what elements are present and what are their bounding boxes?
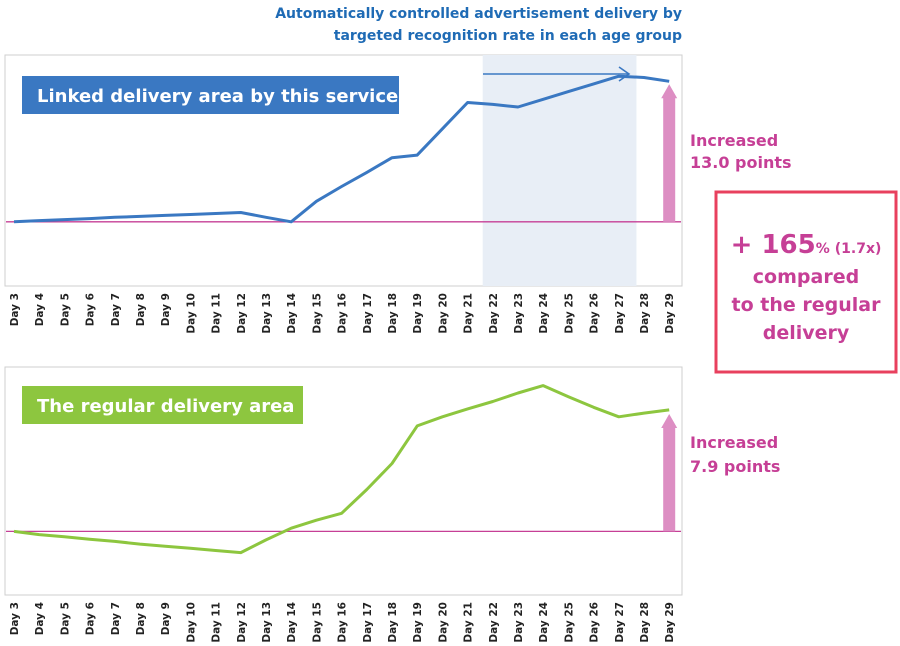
- x-tick-label: Day 20: [437, 602, 449, 643]
- comparison-line-4: delivery: [763, 322, 850, 344]
- x-tick-label: Day 16: [337, 602, 349, 643]
- chart-title: The regular delivery area: [37, 396, 294, 417]
- x-tick-label: Day 19: [412, 602, 424, 643]
- chart-title-badge: [22, 76, 399, 114]
- x-tick-label: Day 29: [664, 293, 676, 334]
- x-tick-label: Day 5: [59, 602, 71, 635]
- x-tick-label: Day 21: [463, 293, 475, 334]
- regular-delivery-chart: The regular delivery area Increased 7.9 …: [4, 366, 780, 643]
- increase-label: Increased: [690, 131, 778, 150]
- x-tick-label: Day 24: [538, 602, 550, 643]
- x-tick-label: Day 12: [236, 602, 248, 643]
- x-tick-label: Day 4: [34, 293, 46, 326]
- x-tick-label: Day 15: [311, 602, 323, 643]
- x-tick-label: Day 28: [639, 602, 651, 643]
- increase-label: Increased: [690, 433, 778, 452]
- x-tick-label: Day 28: [639, 293, 651, 334]
- x-tick-label: Day 27: [614, 602, 626, 643]
- x-tick-label: Day 12: [236, 293, 248, 334]
- x-tick-label: Day 22: [488, 602, 500, 643]
- x-tick-label: Day 15: [311, 293, 323, 334]
- series-line: [13, 384, 670, 555]
- x-tick-label: Day 14: [286, 293, 298, 334]
- x-tick-label: Day 9: [160, 293, 172, 326]
- increase-value: 13.0 points: [690, 153, 792, 172]
- x-tick-label: Day 24: [538, 293, 550, 334]
- comparison-box: + 165% (1.7x) compared to the regular del…: [714, 190, 898, 374]
- comparison-border: [714, 190, 898, 374]
- x-tick-label: Day 5: [59, 293, 71, 326]
- highlight-period: [482, 55, 637, 286]
- comparison-ratio: (1.7x): [835, 241, 882, 257]
- x-tick-label: Day 23: [513, 602, 525, 643]
- comparison-unit: %: [816, 241, 830, 257]
- x-tick-label: Day 23: [513, 293, 525, 334]
- increase-arrow: [661, 84, 678, 222]
- x-tick-label: Day 10: [185, 602, 197, 643]
- x-tick-label: Day 27: [614, 293, 626, 334]
- header-line-1: Automatically controlled advertisement d…: [275, 6, 682, 22]
- x-tick-label: Day 20: [437, 293, 449, 334]
- linked-delivery-chart: Linked delivery area by this service Inc…: [4, 54, 792, 334]
- x-tick-label: Day 9: [160, 602, 172, 635]
- x-tick-label: Day 19: [412, 293, 424, 334]
- x-tick-label: Day 6: [85, 602, 97, 635]
- x-tick-label: Day 7: [110, 602, 122, 635]
- header-line-2: targeted recognition rate in each age gr…: [334, 28, 682, 44]
- x-tick-label: Day 26: [589, 293, 601, 334]
- x-tick-label: Day 8: [135, 293, 147, 326]
- x-tick-labels: Day 3 Day 4 Day 5 Day 6 Day 7 Day 8 Day 9 Day 1…: [9, 602, 676, 643]
- x-tick-label: Day 25: [563, 293, 575, 334]
- x-tick-labels: Day 3 Day 4 Day 5 Day 6 Day 7 Day 8 Day 9 Day 1…: [9, 293, 676, 334]
- increase-value: 7.9 points: [690, 457, 780, 476]
- x-tick-label: Day 13: [261, 293, 273, 334]
- x-tick-label: Day 26: [589, 602, 601, 643]
- x-tick-label: Day 4: [34, 602, 46, 635]
- x-tick-label: Day 16: [337, 293, 349, 334]
- x-tick-label: Day 21: [463, 602, 475, 643]
- series-line: [13, 74, 670, 224]
- x-tick-label: Day 3: [9, 602, 21, 635]
- x-tick-label: Day 6: [85, 293, 97, 326]
- x-tick-label: Day 17: [362, 293, 374, 334]
- comparison-value: + 165: [731, 230, 816, 260]
- increase-arrow: [661, 413, 678, 532]
- x-tick-label: Day 25: [563, 602, 575, 643]
- comparison-line-3: to the regular: [732, 294, 882, 316]
- chart-title: Linked delivery area by this service: [37, 86, 398, 107]
- x-tick-label: Day 10: [185, 293, 197, 334]
- x-tick-label: Day 3: [9, 293, 21, 326]
- comparison-headline: + 165% (1.7x): [731, 230, 882, 260]
- x-tick-label: Day 14: [286, 602, 298, 643]
- x-tick-label: Day 29: [664, 602, 676, 643]
- x-tick-label: Day 11: [211, 602, 223, 643]
- x-tick-label: Day 8: [135, 602, 147, 635]
- x-tick-label: Day 17: [362, 602, 374, 643]
- x-tick-label: Day 22: [488, 293, 500, 334]
- x-tick-label: Day 18: [387, 293, 399, 334]
- x-tick-label: Day 7: [110, 293, 122, 326]
- comparison-line-2: compared: [753, 266, 859, 288]
- delivery-direction-arrow: [483, 66, 631, 82]
- x-tick-label: Day 11: [211, 293, 223, 334]
- x-tick-label: Day 13: [261, 602, 273, 643]
- x-tick-label: Day 18: [387, 602, 399, 643]
- chart-title-badge: [22, 386, 303, 424]
